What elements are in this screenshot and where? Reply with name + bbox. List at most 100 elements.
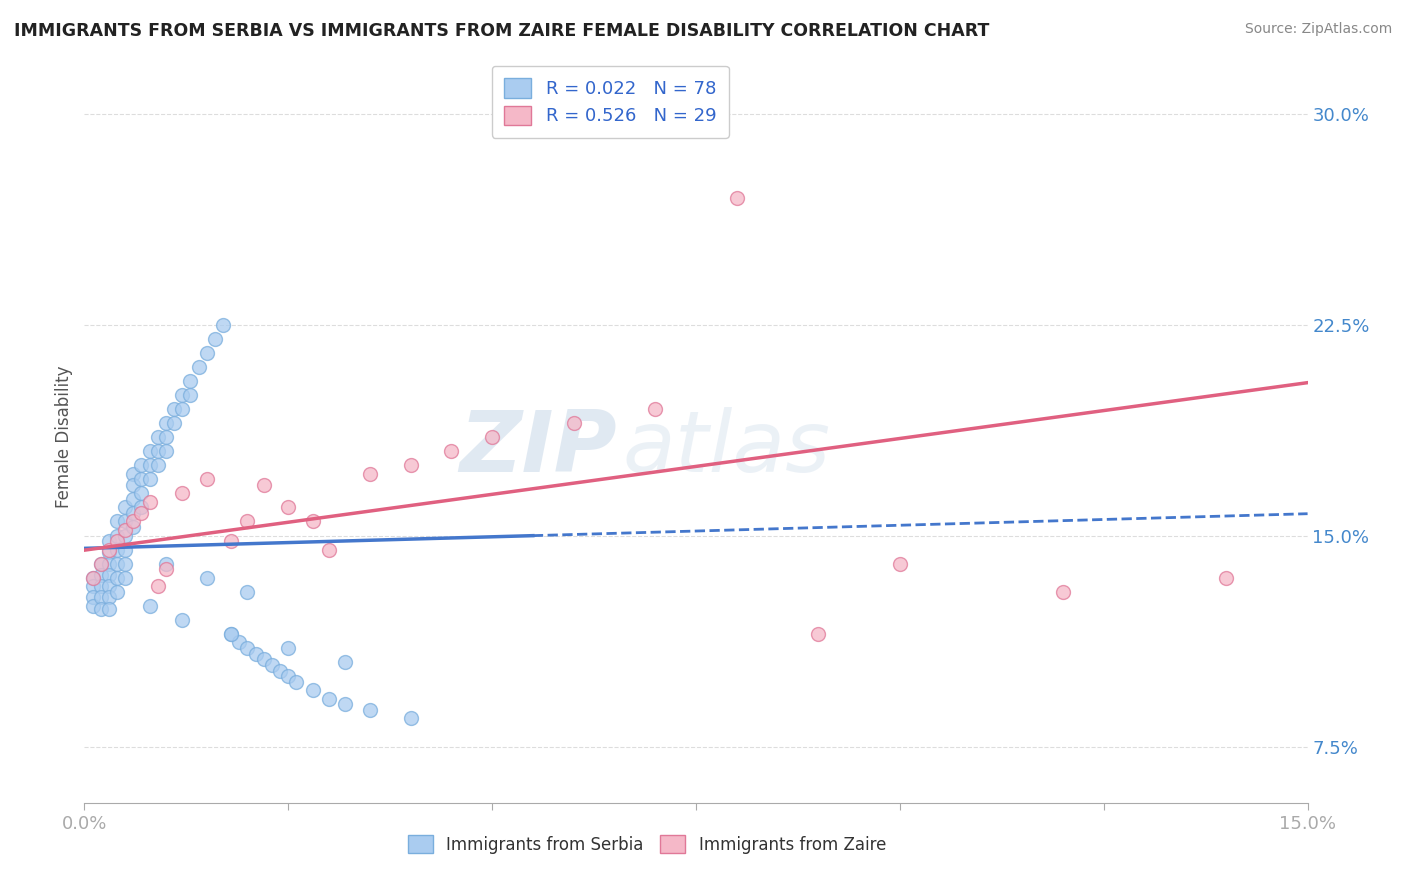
Point — [97, 545, 120, 559]
Point — [105, 534, 128, 549]
Point — [114, 528, 136, 542]
Point — [138, 458, 160, 473]
Point — [82, 599, 104, 613]
Point — [131, 486, 153, 500]
Point — [105, 571, 128, 585]
Point — [97, 601, 120, 615]
Point — [131, 458, 153, 473]
Point — [105, 515, 128, 529]
Point — [318, 691, 340, 706]
Point — [1052, 584, 1074, 599]
Point — [301, 683, 323, 698]
Point — [90, 557, 112, 571]
Point — [146, 458, 169, 473]
Point — [195, 571, 218, 585]
Text: ZIP: ZIP — [458, 407, 616, 490]
Point — [131, 500, 153, 515]
Point — [138, 472, 160, 486]
Y-axis label: Female Disability: Female Disability — [55, 366, 73, 508]
Point — [399, 458, 422, 473]
Point — [179, 374, 201, 388]
Point — [172, 401, 194, 416]
Point — [138, 495, 160, 509]
Point — [335, 655, 357, 669]
Point — [172, 388, 194, 402]
Point — [277, 669, 299, 683]
Point — [122, 520, 145, 534]
Point — [155, 430, 177, 444]
Point — [97, 557, 120, 571]
Point — [187, 359, 209, 374]
Point — [82, 591, 104, 605]
Point — [195, 345, 218, 359]
Point — [90, 568, 112, 582]
Point — [105, 528, 128, 542]
Point — [105, 584, 128, 599]
Point — [228, 635, 250, 649]
Point — [146, 444, 169, 458]
Point — [122, 506, 145, 520]
Point — [335, 698, 357, 712]
Point — [97, 591, 120, 605]
Point — [253, 652, 276, 666]
Point — [195, 472, 218, 486]
Point — [301, 515, 323, 529]
Point — [172, 613, 194, 627]
Point — [163, 401, 186, 416]
Point — [114, 542, 136, 557]
Point — [277, 641, 299, 656]
Point — [82, 571, 104, 585]
Point — [82, 579, 104, 593]
Point — [245, 647, 267, 661]
Point — [90, 557, 112, 571]
Point — [97, 568, 120, 582]
Legend: Immigrants from Serbia, Immigrants from Zaire: Immigrants from Serbia, Immigrants from … — [401, 829, 893, 860]
Point — [219, 627, 242, 641]
Point — [277, 500, 299, 515]
Point — [236, 641, 259, 656]
Point — [889, 557, 911, 571]
Point — [236, 584, 259, 599]
Point — [359, 703, 381, 717]
Point — [562, 416, 585, 430]
Point — [260, 657, 283, 672]
Point — [82, 571, 104, 585]
Text: IMMIGRANTS FROM SERBIA VS IMMIGRANTS FROM ZAIRE FEMALE DISABILITY CORRELATION CH: IMMIGRANTS FROM SERBIA VS IMMIGRANTS FRO… — [14, 22, 990, 40]
Point — [122, 478, 145, 492]
Point — [204, 332, 226, 346]
Point — [253, 478, 276, 492]
Point — [807, 627, 830, 641]
Point — [219, 534, 242, 549]
Point — [725, 191, 748, 205]
Point — [114, 515, 136, 529]
Point — [212, 318, 235, 332]
Point — [179, 388, 201, 402]
Point — [122, 467, 145, 481]
Point — [114, 571, 136, 585]
Point — [114, 557, 136, 571]
Point — [219, 627, 242, 641]
Point — [155, 562, 177, 576]
Point — [122, 515, 145, 529]
Point — [644, 401, 666, 416]
Point — [163, 416, 186, 430]
Text: atlas: atlas — [623, 407, 831, 490]
Point — [97, 579, 120, 593]
Point — [440, 444, 463, 458]
Text: Source: ZipAtlas.com: Source: ZipAtlas.com — [1244, 22, 1392, 37]
Point — [236, 515, 259, 529]
Point — [155, 416, 177, 430]
Point — [269, 664, 291, 678]
Point — [105, 542, 128, 557]
Point — [131, 506, 153, 520]
Point — [138, 599, 160, 613]
Point — [105, 557, 128, 571]
Point — [122, 491, 145, 506]
Point — [155, 444, 177, 458]
Point — [114, 523, 136, 537]
Point — [359, 467, 381, 481]
Point — [481, 430, 503, 444]
Point — [172, 486, 194, 500]
Point — [285, 674, 308, 689]
Point — [97, 534, 120, 549]
